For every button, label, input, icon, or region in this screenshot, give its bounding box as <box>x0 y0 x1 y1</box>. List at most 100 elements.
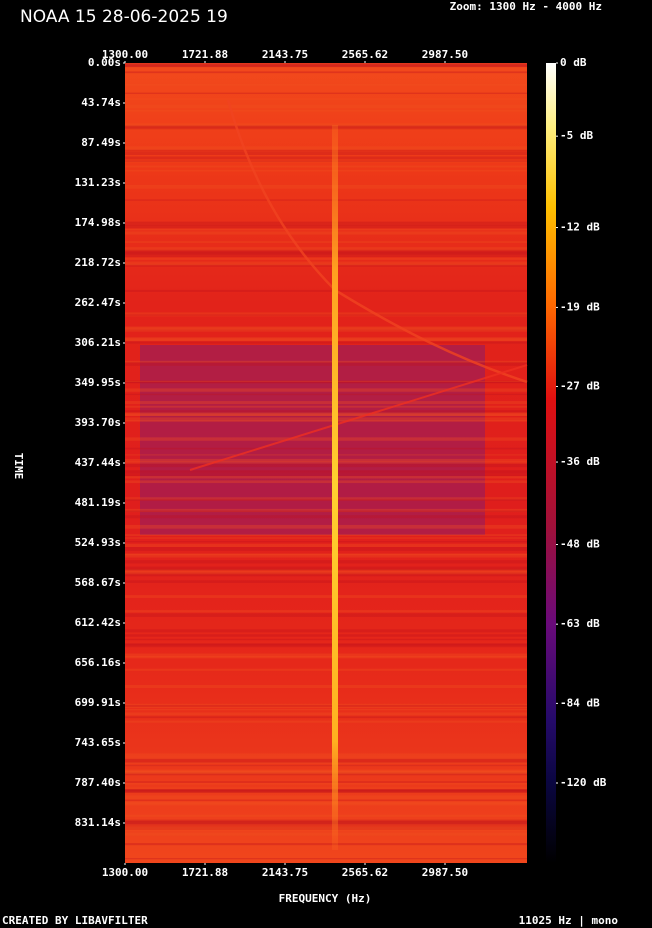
noise-stripe <box>125 832 527 836</box>
noise-stripe <box>125 417 527 422</box>
noise-stripe <box>125 510 527 512</box>
noise-stripe <box>125 827 527 830</box>
noise-stripe <box>125 758 527 763</box>
noise-stripe <box>125 337 527 341</box>
noise-stripe <box>125 458 527 462</box>
noise-stripe <box>125 858 527 860</box>
noise-stripe <box>125 638 527 641</box>
noise-stripe <box>125 125 527 128</box>
y-tick-label: 437.44s <box>75 456 121 469</box>
carrier-signal <box>332 125 338 850</box>
noise-stripe <box>125 312 527 317</box>
noise-stripe <box>125 328 527 331</box>
noise-stripe <box>125 124 527 127</box>
noise-stripe <box>125 787 527 789</box>
noise-stripe <box>125 820 527 824</box>
noise-stripe <box>125 410 527 413</box>
noise-stripe <box>125 553 527 558</box>
noise-stripe <box>125 668 527 671</box>
y-tick-label: 831.14s <box>75 816 121 829</box>
y-tick-label: 612.42s <box>75 616 121 629</box>
noise-stripe <box>125 104 527 109</box>
noise-stripe <box>125 109 527 112</box>
noise-stripe <box>125 706 527 709</box>
x-tick-label: 2565.62 <box>342 866 388 879</box>
noise-stripe <box>125 783 527 785</box>
noise-stripe <box>125 753 527 757</box>
noise-stripe <box>125 123 527 127</box>
noise-stripe <box>125 251 527 255</box>
colorbar-tick-label: -84 dB <box>560 696 600 709</box>
noise-stripe <box>125 684 527 689</box>
noise-stripe <box>125 160 527 162</box>
colorbar-tick-label: -36 dB <box>560 455 600 468</box>
noise-stripe <box>125 249 527 254</box>
noise-stripe <box>125 327 527 330</box>
noise-stripe <box>125 98 527 100</box>
y-tick-label: 349.95s <box>75 376 121 389</box>
colorbar-tick-label: -48 dB <box>560 538 600 551</box>
noise-stripe <box>125 705 527 707</box>
noise-stripe <box>125 360 527 363</box>
noise-stripe <box>125 560 527 564</box>
noise-stripe <box>125 420 527 422</box>
noise-stripe <box>125 761 527 764</box>
noise-stripe <box>125 63 527 67</box>
x-tick-label: 1721.88 <box>182 866 228 879</box>
x-tick-label: 1721.88 <box>182 48 228 61</box>
y-tick-label: 87.49s <box>81 136 121 149</box>
colorbar-tick-label: 0 dB <box>560 56 587 69</box>
noise-stripe <box>125 655 527 659</box>
noise-stripe <box>125 257 527 260</box>
y-tick-label: 524.93s <box>75 536 121 549</box>
noise-stripe <box>125 613 527 617</box>
y-tick-label: 393.70s <box>75 416 121 429</box>
x-tick-label: 1300.00 <box>102 866 148 879</box>
noise-stripe <box>125 289 527 292</box>
noise-stripe <box>125 231 527 235</box>
noise-stripe <box>125 405 527 408</box>
title: NOAA 15 28-06-2025 19 <box>20 7 228 27</box>
noise-stripe <box>125 437 527 441</box>
noise-stripe <box>125 508 527 513</box>
noise-stripe <box>125 653 527 658</box>
footer-left: CREATED BY LIBAVFILTER <box>2 914 148 927</box>
noise-stripe <box>125 634 527 637</box>
noise-stripe <box>125 790 527 792</box>
noise-stripe <box>125 571 527 575</box>
noise-stripe <box>125 314 527 316</box>
colorbar-tick-label: -120 dB <box>560 776 607 789</box>
colorbar-tick-label: -5 dB <box>560 129 593 142</box>
noise-stripe <box>125 221 527 223</box>
noise-stripe <box>125 341 527 344</box>
noise-stripe <box>125 795 527 800</box>
doppler-trace <box>189 364 528 471</box>
noise-stripe <box>125 169 527 172</box>
noise-stripe <box>125 225 527 229</box>
noise-stripe <box>125 716 527 719</box>
y-tick-label: 743.65s <box>75 736 121 749</box>
noise-stripe <box>125 247 527 251</box>
noise-stripe <box>125 819 527 823</box>
noise-stripe <box>125 814 527 817</box>
noise-stripe <box>125 381 527 384</box>
noise-stripe <box>125 199 527 201</box>
noise-stripe <box>125 789 527 793</box>
noise-stripe <box>125 71 527 74</box>
noise-stripe <box>125 474 527 477</box>
noise-stripe <box>125 184 527 189</box>
noise-stripe <box>125 789 527 793</box>
noise-stripe <box>125 263 527 267</box>
noise-stripe <box>125 644 527 648</box>
colorbar-tick-label: -12 dB <box>560 221 600 234</box>
noise-stripe <box>125 772 527 776</box>
noise-stripe <box>125 149 527 151</box>
y-axis-label: TIME <box>12 453 25 480</box>
noise-stripe <box>125 801 527 805</box>
noise-stripe <box>125 643 527 646</box>
noise-stripe <box>125 568 527 571</box>
noise-stripes <box>125 63 527 860</box>
x-tick-label: 2987.50 <box>422 866 468 879</box>
noise-stripe <box>125 362 527 366</box>
noise-stripe <box>125 253 527 258</box>
